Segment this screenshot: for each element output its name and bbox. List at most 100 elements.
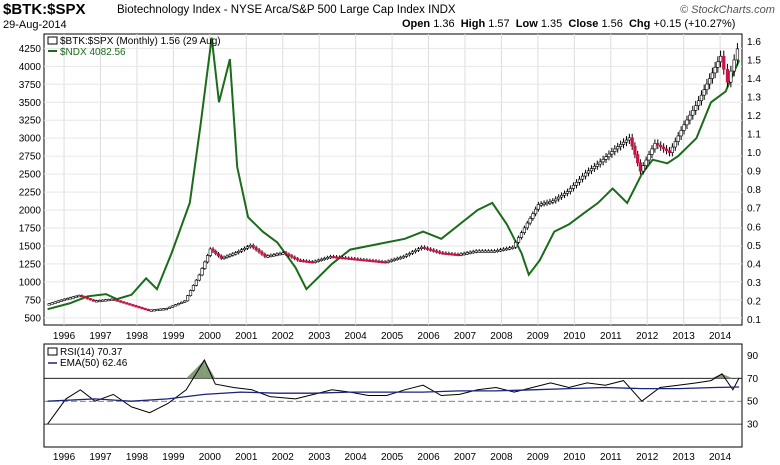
btk-candle [610,151,614,155]
btk-candle [362,259,366,262]
btk-candle [125,302,129,305]
btk-candle [395,257,399,261]
btk-candle [116,299,120,302]
btk-candle [293,256,297,259]
btk-candle [638,162,642,172]
x-tick-label: 2013 [673,331,696,342]
btk-candle [62,298,66,301]
btk-candle [528,218,532,224]
x-tick-label: 2002 [272,331,295,342]
x-tick-label: 1999 [162,331,185,342]
legend-label-btk: $BTK:$SPX (Monthly) 1.56 (29 Aug) [60,36,221,47]
btk-candle [504,248,509,251]
btk-candle [438,251,442,254]
btk-candle [545,201,549,205]
btk-candle [486,250,490,253]
btk-candle [729,70,733,83]
btk-candle [685,119,689,126]
chg-label: Chg [628,18,651,30]
btk-candle [173,304,178,307]
btk-candle [316,259,320,262]
btk-candle [239,249,244,252]
btk-candle [94,300,99,303]
btk-candle [91,299,96,302]
rsi-x-tick-label: 2007 [454,452,477,463]
btk-candle [331,256,336,259]
btk-candle [211,248,215,252]
btk-candle [53,301,57,304]
btk-candle [673,141,677,148]
left-axis-tick-label: 2500 [19,170,42,181]
right-axis-tick-label: 1.0 [747,148,761,159]
btk-candle [152,309,156,312]
open-label: Open [402,18,431,30]
right-axis-tick-label: 0.9 [747,167,761,178]
btk-candle [633,145,637,155]
rsi-x-tick-label: 2011 [600,452,622,463]
btk-candle [429,248,433,251]
btk-candle [664,148,669,152]
btk-candle [205,255,210,263]
btk-candle [676,135,680,142]
btk-candle [245,246,249,249]
btk-candle [337,256,342,259]
legend-label-rsi: RSI(14) 70.37 [60,347,123,358]
btk-candle [426,247,430,250]
btk-candle [710,72,714,79]
btk-candle [225,255,229,258]
btk-candle [604,156,608,160]
x-tick-label: 2005 [381,331,404,342]
btk-candle [214,251,218,254]
btk-candle [679,130,683,137]
chart-credit: © StockCharts.com [680,4,775,16]
btk-candle [551,200,555,203]
rsi-axis-tick-label: 50 [747,397,759,408]
rsi-panel-frame [43,343,743,448]
x-tick-label: 2008 [490,331,513,342]
btk-candle [386,260,390,263]
btk-candle [319,258,323,262]
rsi-x-tick-label: 1997 [89,452,112,463]
btk-candle [682,124,686,131]
btk-candle [624,139,629,143]
btk-candle [389,259,393,262]
x-tick-label: 1997 [89,331,112,342]
legend-swatch-btk [47,36,58,45]
btk-candle [65,298,69,301]
btk-candle [404,254,408,257]
btk-candle [583,172,588,177]
ndx-series-line [47,37,741,311]
btk-candle [539,203,543,206]
btk-candle [307,260,311,264]
right-axis-tick-label: 0.6 [747,222,761,233]
btk-candle [725,68,730,83]
btk-candle [592,166,596,169]
btk-candle [50,302,54,305]
btk-candle [708,78,712,85]
btk-candle [694,105,698,111]
btk-candle [653,143,657,150]
right-axis-tick-label: 0.3 [747,278,761,289]
btk-candle [371,260,375,263]
btk-candle [630,137,634,147]
btk-candle [113,298,117,301]
left-axis-tick-label: 2250 [19,188,42,199]
btk-candle [407,253,412,256]
rsi-overbought-fill [204,360,216,379]
open-value: 1.36 [433,18,455,30]
btk-candle [659,144,663,148]
btk-candle [203,261,207,269]
right-axis-tick-label: 1.5 [747,55,761,66]
left-axis-tick-label: 4250 [19,44,42,55]
btk-candle [251,244,255,248]
x-tick-label: 2014 [709,331,732,342]
btk-candle [732,59,736,72]
btk-candle [158,308,162,311]
btk-candle [328,256,333,259]
rsi-axis-tick-label: 70 [747,374,759,385]
btk-candle [465,252,469,255]
btk-candle [565,191,570,194]
btk-candle [266,255,270,258]
btk-candle [231,253,235,256]
btk-candle [137,306,141,309]
